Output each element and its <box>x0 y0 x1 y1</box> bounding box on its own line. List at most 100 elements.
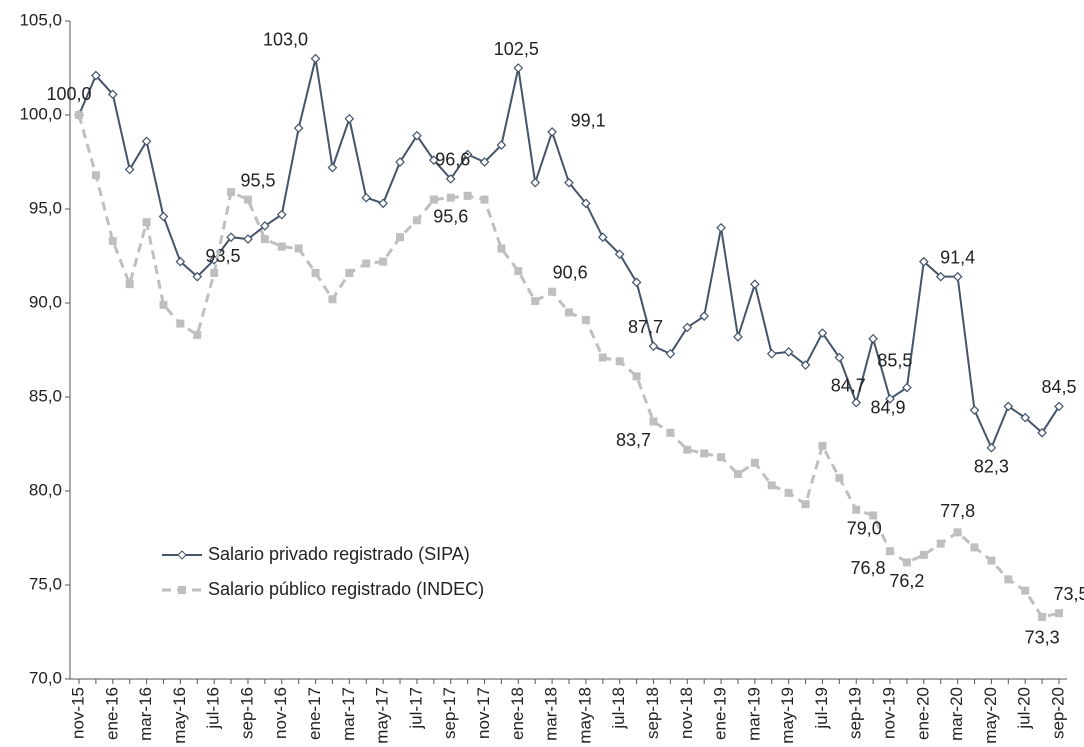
marker <box>935 271 946 282</box>
data-label: 93,5 <box>206 246 241 266</box>
x-tick-label: jul-19 <box>812 687 831 730</box>
data-label: 84,5 <box>1041 377 1076 397</box>
marker <box>565 308 573 317</box>
marker <box>396 233 405 242</box>
marker <box>783 347 794 357</box>
marker <box>158 211 169 222</box>
marker <box>615 357 624 366</box>
marker <box>226 232 236 243</box>
marker <box>852 505 861 514</box>
marker <box>176 319 185 328</box>
marker <box>987 556 996 565</box>
marker <box>666 428 675 437</box>
marker <box>919 550 928 559</box>
marker <box>277 242 286 251</box>
marker <box>1054 401 1064 412</box>
marker <box>361 192 372 203</box>
data-label: 99,1 <box>571 111 606 131</box>
legend-marker <box>178 586 186 594</box>
y-tick-label: 75,0 <box>29 574 62 593</box>
marker <box>1037 427 1047 438</box>
marker <box>412 216 421 225</box>
marker <box>1055 609 1063 618</box>
data-label: 76,8 <box>851 558 886 578</box>
data-label: 73,3 <box>1025 628 1060 648</box>
x-tick-label: mar-20 <box>947 687 966 741</box>
data-label: 79,0 <box>847 519 882 539</box>
marker <box>885 394 895 404</box>
marker <box>311 268 320 277</box>
y-tick-label: 90,0 <box>29 292 62 311</box>
data-label: 96,6 <box>435 150 470 170</box>
y-tick-label: 105,0 <box>19 10 62 29</box>
y-tick-label: 85,0 <box>29 386 62 405</box>
marker <box>412 130 422 141</box>
marker <box>1038 612 1047 621</box>
marker <box>581 198 591 209</box>
data-label: 100,0 <box>46 84 91 104</box>
marker <box>108 236 117 245</box>
marker <box>733 331 743 342</box>
marker <box>717 453 726 462</box>
marker <box>817 328 828 338</box>
marker <box>936 539 945 548</box>
marker <box>497 244 506 253</box>
x-tick-label: sep-16 <box>237 687 256 739</box>
marker <box>445 174 456 184</box>
marker <box>548 287 557 296</box>
data-label: 95,6 <box>433 206 468 226</box>
marker <box>868 333 878 344</box>
x-tick-label: jul-16 <box>204 687 223 730</box>
marker <box>784 488 793 497</box>
marker <box>496 140 507 150</box>
data-label: 102,5 <box>494 39 539 59</box>
marker <box>869 511 878 520</box>
marker <box>310 53 321 64</box>
marker <box>902 558 911 567</box>
marker <box>125 280 134 289</box>
x-tick-label: nov-18 <box>677 687 696 739</box>
marker <box>175 256 186 267</box>
x-tick-label: jul-17 <box>406 687 425 730</box>
x-tick-label: jul-20 <box>1015 687 1034 730</box>
marker <box>260 221 270 231</box>
y-tick-label: 80,0 <box>29 480 62 499</box>
marker <box>429 195 438 204</box>
x-tick-label: mar-17 <box>339 687 358 741</box>
marker <box>986 442 997 453</box>
marker <box>379 257 388 266</box>
marker <box>818 441 827 450</box>
marker <box>952 271 963 282</box>
marker <box>294 244 303 253</box>
marker <box>835 473 844 482</box>
marker <box>801 500 810 509</box>
marker <box>733 470 742 479</box>
data-label: 84,9 <box>871 398 906 418</box>
data-label: 91,4 <box>940 247 975 267</box>
marker <box>547 127 557 137</box>
marker <box>700 449 709 458</box>
marker <box>327 162 338 173</box>
marker <box>91 171 100 180</box>
marker <box>598 353 607 362</box>
marker <box>902 382 912 393</box>
marker <box>614 249 625 259</box>
x-tick-label: sep-19 <box>846 687 865 739</box>
x-tick-label: nov-16 <box>271 687 290 739</box>
marker <box>463 191 472 200</box>
marker <box>597 232 608 243</box>
marker <box>970 543 979 552</box>
marker <box>192 271 203 282</box>
data-label: 103,0 <box>263 29 308 49</box>
data-label: 85,5 <box>877 350 912 370</box>
data-label: 90,6 <box>553 262 588 282</box>
y-tick-label: 100,0 <box>19 104 62 123</box>
x-tick-label: may-18 <box>575 687 594 744</box>
x-tick-label: ene-16 <box>102 687 121 740</box>
marker <box>142 218 151 227</box>
marker <box>328 295 337 304</box>
marker <box>480 195 489 204</box>
data-label: 82,3 <box>974 457 1009 477</box>
marker <box>699 311 710 322</box>
